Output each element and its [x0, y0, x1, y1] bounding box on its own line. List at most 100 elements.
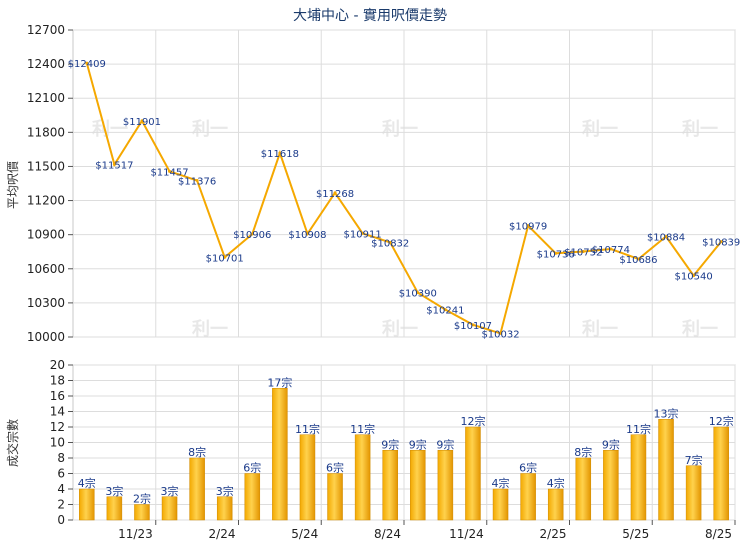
- volume-y-tick-label: 4: [57, 482, 65, 496]
- volume-bar: [603, 450, 619, 521]
- price-data-label: $10884: [647, 232, 685, 243]
- watermark-text: 利一: [582, 118, 618, 140]
- volume-y-tick-label: 16: [50, 389, 65, 403]
- price-point: [526, 224, 530, 228]
- price-data-label: $10911: [344, 229, 382, 240]
- price-point: [443, 308, 447, 312]
- volume-data-label: 11宗: [295, 422, 320, 436]
- price-data-label: $10701: [206, 253, 244, 264]
- volume-bar: [272, 388, 288, 521]
- volume-data-label: 6宗: [326, 461, 344, 475]
- price-y-axis-label: 平均呎價: [6, 161, 20, 209]
- price-chart-grid: 10000 10300 10600 10900 11200 11500 11800 12100…: [27, 23, 736, 344]
- volume-data-label: 9宗: [436, 437, 454, 451]
- price-point: [664, 234, 668, 238]
- price-data-label: $10839: [702, 238, 740, 249]
- volume-data-label: 6宗: [519, 461, 537, 475]
- price-point: [195, 179, 199, 183]
- x-tick-label: 8/24: [374, 527, 401, 541]
- price-y-tick-label: 11200: [27, 194, 65, 208]
- volume-y-tick-label: 10: [50, 436, 65, 450]
- watermark-text: 利一: [382, 118, 418, 140]
- price-y-tick-label: 12400: [27, 57, 65, 71]
- price-data-label: $10908: [288, 230, 326, 241]
- volume-data-label: 4宗: [78, 476, 96, 490]
- watermark-text: 利一: [192, 318, 228, 340]
- price-point: [581, 249, 585, 253]
- volume-y-tick-label: 18: [50, 374, 65, 388]
- price-y-tick-label: 10600: [27, 262, 65, 276]
- price-line-series: $12409 $11517 $11901 $11457$11376 $10701 $109…: [68, 59, 740, 340]
- watermark-text: 利一: [92, 118, 128, 140]
- x-tick-label: 11/23: [118, 527, 153, 541]
- volume-bar: [713, 426, 729, 521]
- price-y-tick-label: 12100: [27, 91, 65, 105]
- price-data-label: $11457: [150, 167, 188, 178]
- price-data-label: $10736: [537, 249, 575, 260]
- x-tick-label: 11/24: [449, 527, 484, 541]
- price-data-label: $10686: [619, 255, 657, 266]
- volume-data-label: 17宗: [267, 375, 292, 389]
- volume-y-tick-label: 12: [50, 420, 65, 434]
- volume-data-label: 7宗: [685, 453, 703, 467]
- volume-data-label: 12宗: [460, 414, 485, 428]
- price-data-label: $10752: [564, 247, 602, 258]
- volume-y-tick-label: 8: [57, 451, 65, 465]
- price-data-label: $11517: [95, 161, 133, 172]
- price-point: [223, 255, 227, 259]
- price-line: [85, 62, 722, 335]
- x-tick-label: 5/25: [622, 527, 649, 541]
- price-data-label: $10906: [233, 230, 271, 241]
- volume-bar: [630, 434, 647, 521]
- volume-bar: [685, 465, 702, 521]
- volume-bar: [299, 434, 316, 521]
- price-point: [609, 247, 613, 251]
- price-data-label: $10979: [509, 222, 547, 233]
- volume-bar: [658, 419, 674, 521]
- volume-bar: [161, 496, 178, 521]
- price-data-label: $10774: [592, 245, 630, 256]
- price-y-tick-label: 10300: [27, 296, 65, 310]
- volume-data-label: 4宗: [492, 476, 510, 490]
- price-y-tick-label: 11800: [27, 125, 65, 139]
- watermark-text: 利一: [382, 318, 418, 340]
- price-point: [471, 323, 475, 327]
- chart-title: 大埔中心 - 實用呎價走勢: [293, 7, 447, 24]
- x-tick-label: 2/25: [540, 527, 567, 541]
- x-tick-label: 2/24: [209, 527, 236, 541]
- volume-bar: [216, 496, 233, 521]
- volume-data-label: 3宗: [216, 484, 234, 498]
- volume-bar: [327, 473, 343, 521]
- price-data-label: $10241: [426, 306, 464, 317]
- volume-bar: [189, 457, 205, 521]
- price-point: [692, 274, 696, 278]
- x-tick-label: 5/24: [291, 527, 318, 541]
- price-point: [333, 191, 337, 195]
- volume-data-label: 9宗: [381, 437, 399, 451]
- price-point: [112, 163, 116, 167]
- price-data-label: $10832: [371, 238, 409, 249]
- price-point: [250, 232, 254, 236]
- price-data-label: $10032: [481, 329, 519, 340]
- volume-y-tick-label: 6: [57, 467, 65, 481]
- price-data-label: $11901: [123, 117, 161, 128]
- volume-bar: [492, 488, 509, 521]
- volume-bar-series: 4宗 3宗 2宗 3宗 8宗 3宗 6宗 17宗 11宗 6宗 11宗 9宗 9宗 9宗 12宗 4宗 6宗 4宗…: [78, 375, 734, 521]
- volume-bar: [575, 457, 592, 521]
- price-point: [305, 232, 309, 236]
- volume-data-label: 12宗: [709, 414, 734, 428]
- price-point: [416, 291, 420, 295]
- price-data-label: $11268: [316, 189, 354, 200]
- volume-bar: [437, 450, 454, 521]
- volume-y-tick-label: 14: [50, 405, 65, 419]
- watermark-text: 利一: [582, 318, 618, 340]
- volume-data-label: 9宗: [409, 437, 427, 451]
- price-data-label: $11376: [178, 177, 216, 188]
- x-axis-ticks: 11/23 2/24 5/24 8/24 11/24 2/25 5/25 8/25: [118, 520, 736, 541]
- price-point: [278, 151, 282, 155]
- watermark-text: 利一: [682, 118, 718, 140]
- watermark-text: 利一: [192, 118, 228, 140]
- volume-data-label: 13宗: [654, 406, 679, 420]
- x-tick-label: 8/25: [705, 527, 732, 541]
